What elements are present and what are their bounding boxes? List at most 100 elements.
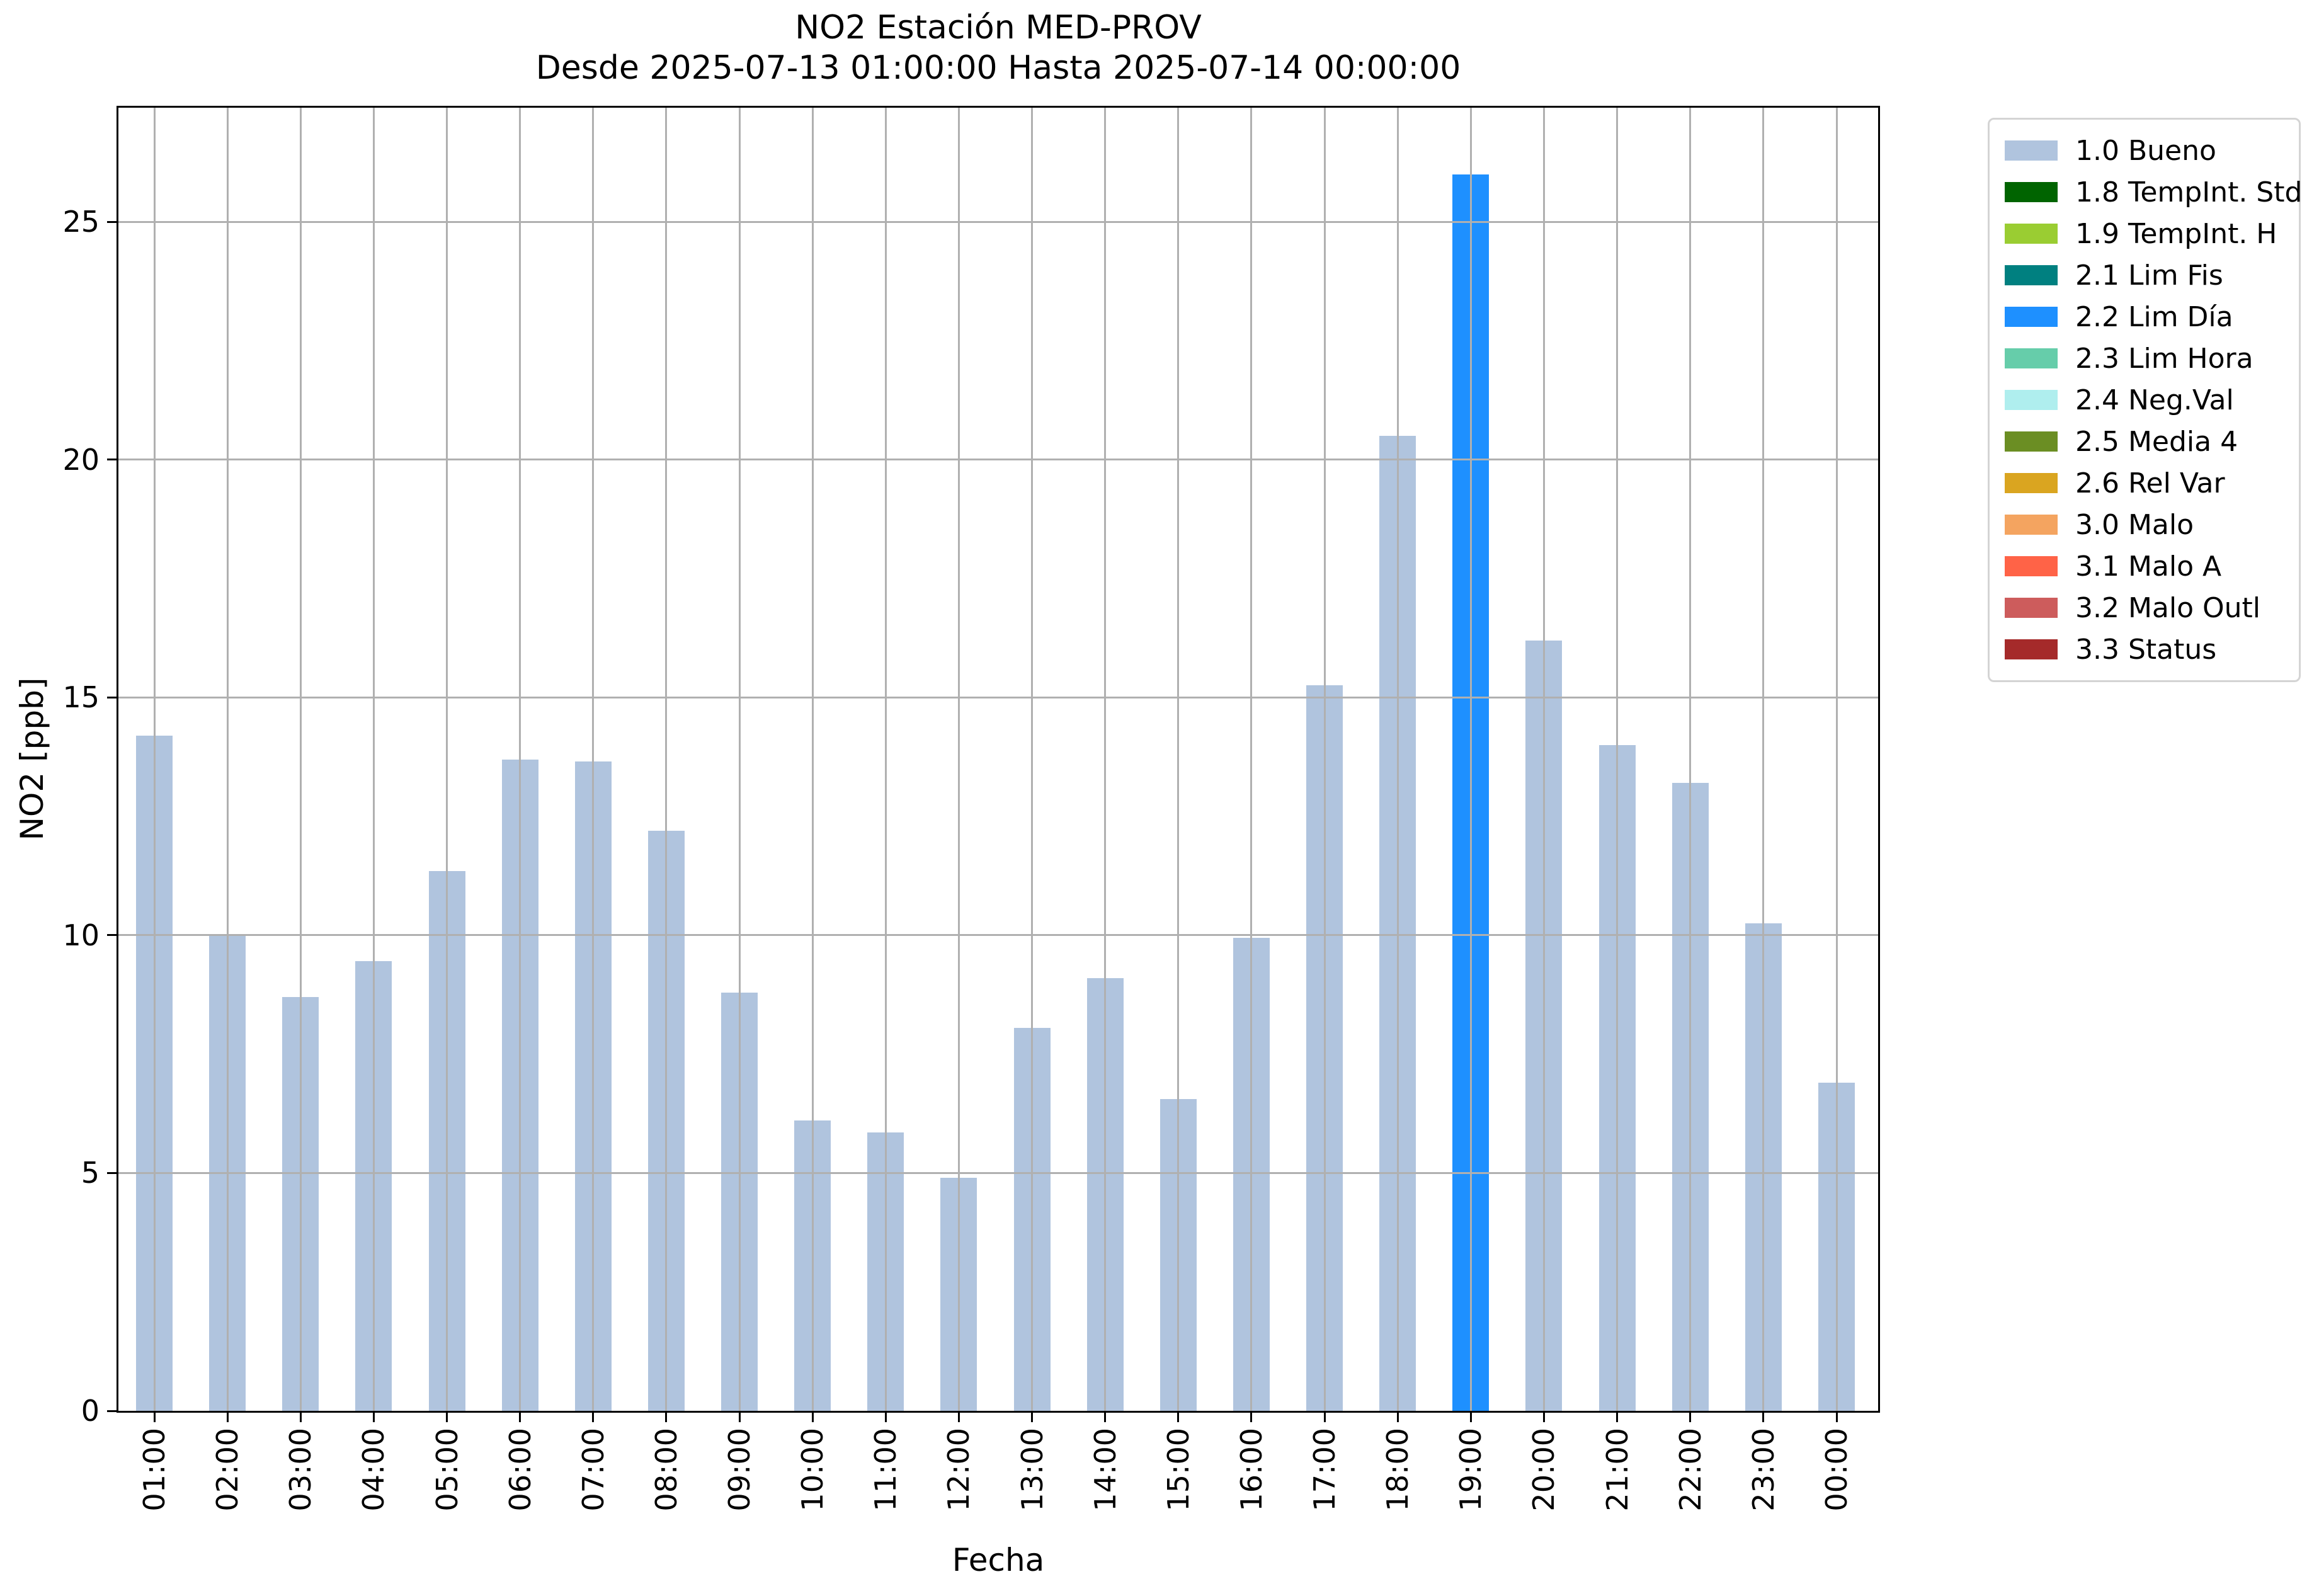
x-tick-mark — [1250, 1413, 1253, 1422]
gridline-vertical — [1031, 108, 1034, 1411]
y-tick-mark — [107, 459, 117, 461]
gridline-vertical — [519, 108, 521, 1411]
x-tick-mark — [1469, 1413, 1472, 1422]
gridline-vertical — [884, 108, 887, 1411]
x-tick-label: 15:00 — [1161, 1428, 1195, 1512]
x-tick-label: 05:00 — [430, 1428, 464, 1512]
x-tick-mark — [1323, 1413, 1326, 1422]
x-tick-label: 16:00 — [1234, 1428, 1268, 1512]
x-tick-label: 08:00 — [649, 1428, 683, 1512]
legend-swatch — [2005, 140, 2058, 161]
x-tick-label: 02:00 — [210, 1428, 245, 1512]
x-tick-mark — [884, 1413, 887, 1422]
legend-swatch — [2005, 224, 2058, 244]
legend-item: 3.3 Status — [2005, 629, 2285, 670]
x-tick-mark — [299, 1413, 302, 1422]
x-tick-mark — [1104, 1413, 1107, 1422]
gridline-vertical — [811, 108, 814, 1411]
legend-item: 2.1 Lim Fis — [2005, 254, 2285, 296]
legend-label: 2.5 Media 4 — [2075, 425, 2238, 458]
gridline-vertical — [153, 108, 156, 1411]
y-tick-mark — [107, 696, 117, 698]
x-tick-mark — [519, 1413, 521, 1422]
gridline-horizontal — [118, 220, 1878, 223]
grid-layer — [118, 108, 1878, 1411]
legend: 1.0 Bueno 1.8 TempInt. Std 1.9 TempInt. H 2… — [1988, 118, 2302, 682]
legend-swatch — [2005, 265, 2058, 285]
legend-swatch — [2005, 473, 2058, 493]
legend-item: 2.2 Lim Día — [2005, 296, 2285, 338]
x-tick-label: 03:00 — [283, 1428, 318, 1512]
legend-label: 3.2 Malo Outl — [2075, 591, 2261, 624]
legend-item: 2.5 Media 4 — [2005, 421, 2285, 462]
gridline-vertical — [665, 108, 668, 1411]
legend-item: 3.1 Malo A — [2005, 545, 2285, 587]
x-tick-label: 07:00 — [576, 1428, 610, 1512]
x-tick-label: 20:00 — [1527, 1428, 1561, 1512]
gridline-vertical — [1835, 108, 1838, 1411]
x-tick-label: 06:00 — [503, 1428, 537, 1512]
legend-swatch — [2005, 390, 2058, 410]
gridline-vertical — [1762, 108, 1765, 1411]
y-tick-label: 10 — [62, 918, 100, 952]
chart-title-line1: NO2 Estación MED-PROV — [795, 9, 1202, 47]
x-tick-mark — [1031, 1413, 1034, 1422]
legend-label: 2.3 Lim Hora — [2075, 342, 2253, 375]
x-tick-mark — [738, 1413, 741, 1422]
y-tick-label: 15 — [62, 680, 100, 715]
legend-label: 2.6 Rel Var — [2075, 467, 2225, 499]
x-tick-mark — [226, 1413, 229, 1422]
legend-swatch — [2005, 348, 2058, 368]
legend-item: 2.4 Neg.Val — [2005, 379, 2285, 421]
legend-swatch — [2005, 598, 2058, 618]
legend-swatch — [2005, 307, 2058, 327]
legend-swatch — [2005, 182, 2058, 202]
gridline-vertical — [957, 108, 960, 1411]
legend-swatch — [2005, 515, 2058, 535]
x-tick-mark — [811, 1413, 814, 1422]
gridline-vertical — [1323, 108, 1326, 1411]
legend-item: 1.0 Bueno — [2005, 130, 2285, 171]
legend-swatch — [2005, 639, 2058, 659]
legend-label: 2.2 Lim Día — [2075, 300, 2233, 333]
x-tick-label: 19:00 — [1454, 1428, 1488, 1512]
legend-item: 1.8 TempInt. Std — [2005, 171, 2302, 213]
y-tick-label: 0 — [81, 1394, 100, 1428]
x-tick-mark — [1835, 1413, 1838, 1422]
y-tick-label: 5 — [81, 1156, 100, 1190]
legend-item: 1.9 TempInt. H — [2005, 213, 2285, 254]
x-tick-label: 11:00 — [869, 1428, 903, 1512]
gridline-vertical — [1250, 108, 1253, 1411]
gridline-vertical — [299, 108, 302, 1411]
x-tick-label: 12:00 — [942, 1428, 976, 1512]
gridline-horizontal — [118, 934, 1878, 937]
gridline-horizontal — [118, 1171, 1878, 1174]
x-tick-mark — [957, 1413, 960, 1422]
gridline-vertical — [226, 108, 229, 1411]
y-tick-label: 20 — [62, 442, 100, 477]
plot-area — [117, 106, 1880, 1413]
chart-title-line2: Desde 2025-07-13 01:00:00 Hasta 2025-07-… — [535, 49, 1461, 87]
x-tick-mark — [153, 1413, 156, 1422]
legend-label: 3.3 Status — [2075, 633, 2217, 666]
legend-label: 2.1 Lim Fis — [2075, 259, 2223, 292]
legend-label: 2.4 Neg.Val — [2075, 384, 2234, 416]
gridline-vertical — [1104, 108, 1107, 1411]
legend-swatch — [2005, 431, 2058, 452]
legend-item: 2.6 Rel Var — [2005, 462, 2285, 504]
legend-item: 2.3 Lim Hora — [2005, 338, 2285, 379]
x-tick-label: 09:00 — [722, 1428, 757, 1512]
x-tick-label: 23:00 — [1746, 1428, 1781, 1512]
y-tick-mark — [107, 934, 117, 937]
x-tick-mark — [1396, 1413, 1399, 1422]
x-tick-label: 00:00 — [1820, 1428, 1854, 1512]
x-tick-label: 18:00 — [1381, 1428, 1415, 1512]
legend-label: 1.0 Bueno — [2075, 134, 2216, 167]
x-tick-label: 17:00 — [1308, 1428, 1342, 1512]
gridline-horizontal — [118, 459, 1878, 461]
gridline-vertical — [1469, 108, 1472, 1411]
y-tick-mark — [107, 220, 117, 223]
legend-label: 3.0 Malo — [2075, 508, 2194, 541]
x-tick-label: 10:00 — [795, 1428, 830, 1512]
chart-title: NO2 Estación MED-PROV Desde 2025-07-13 0… — [117, 8, 1880, 88]
